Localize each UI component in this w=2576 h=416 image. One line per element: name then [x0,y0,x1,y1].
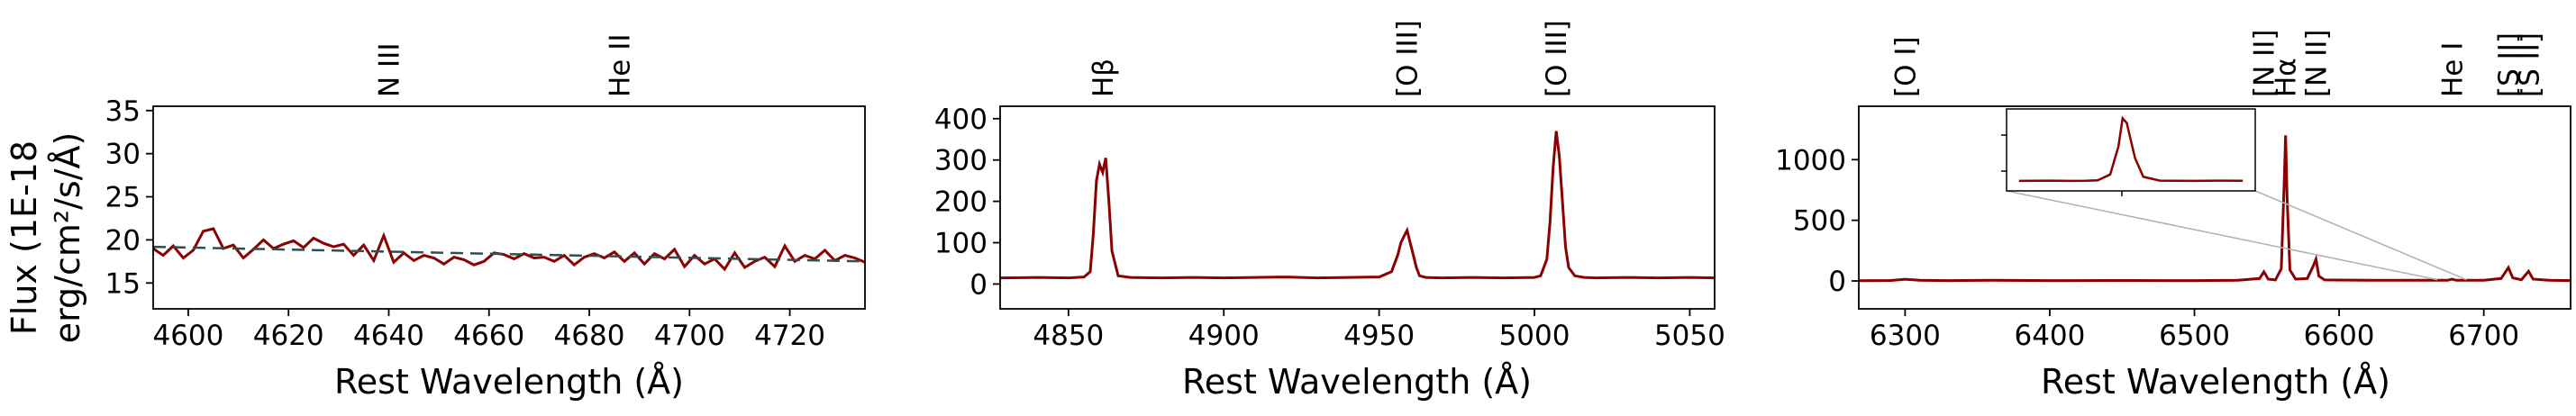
emission-line-label-6: [S II] [2493,32,2526,97]
x-tick-label-6400: 6400 [2014,320,2085,352]
series-line-1 [1000,131,1715,280]
x-tick-label-6500: 6500 [2159,320,2230,352]
series-line-2 [153,245,865,263]
y-axis-label-line2: erg/cm²/s/Å) [48,132,87,344]
inset-connector-1 [2006,190,2438,281]
x-tick-label-4700: 4700 [654,320,725,352]
emission-line-label-2: He II [604,33,636,97]
emission-line-label-1: [O I] [1889,36,1922,97]
x-tick-label-6300: 6300 [1870,320,1941,352]
y-axis-label-line1: Flux (1E-18 [5,140,44,335]
emission-line-label-1: Hβ [1088,59,1120,97]
axes-frame [999,105,1716,310]
y-tick-label-1000: 1000 [1775,144,1846,176]
x-tick-label-5050: 5050 [1654,320,1725,352]
y-tick-label-400: 400 [934,104,988,136]
emission-line-label-1: N III [374,43,406,97]
emission-line-label-2: [N II] [2249,29,2281,97]
x-tick-label-6700: 6700 [2448,320,2519,352]
x-tick-label-4680: 4680 [554,320,625,352]
x-tick-label-4950: 4950 [1343,320,1415,352]
x-tick-label-5000: 5000 [1499,320,1570,352]
series-line-1 [153,227,865,272]
series-line-1 [1859,135,2571,283]
y-tick-label-500: 500 [1793,205,1846,238]
emission-line-label-7: [S II] [2513,32,2545,97]
x-tick-label-6600: 6600 [2304,320,2375,352]
y-tick-label-100: 100 [934,228,988,260]
y-tick-label-25: 25 [105,182,141,214]
x-axis-label-panel-2: Rest Wavelength (Å) [1182,362,1532,402]
y-tick-label-200: 200 [934,186,988,219]
emission-line-label-2: [O III] [1392,20,1425,97]
y-tick-label-35: 35 [105,95,141,128]
axes-frame [1858,105,2571,310]
inset-connector-2 [2254,190,2467,281]
x-tick-label-4600: 4600 [152,320,223,352]
x-tick-label-4900: 4900 [1188,320,1260,352]
x-axis-label-panel-1: Rest Wavelength (Å) [334,362,684,402]
y-tick-label-300: 300 [934,145,988,177]
panel-nIII-heII: Rest Wavelength (Å) 4600 4620 4640 4660 4680… [105,33,866,402]
panel-hbeta-oIII: Rest Wavelength (Å) 4850 4900 4950 5000 5050… [934,20,1725,402]
emission-line-label-4: [N II] [2300,29,2333,97]
x-tick-label-4640: 4640 [353,320,424,352]
inset-line [2018,115,2244,183]
axes-frame [152,105,866,310]
y-tick-label-0: 0 [969,268,988,301]
inset-frame [2006,108,2256,192]
panel-halpha-nII-sII: Rest Wavelength (Å) 6300 6400 6500 6600 6700… [1775,29,2571,402]
y-tick-label-30: 30 [105,139,141,171]
x-tick-label-4620: 4620 [253,320,324,352]
y-tick-label-15: 15 [105,267,141,300]
y-tick-label-20: 20 [105,224,141,257]
emission-line-label-3: [O III] [1541,20,1573,97]
x-tick-label-4850: 4850 [1033,320,1104,352]
emission-line-label-3: Hα [2271,58,2303,97]
x-axis-label-panel-3: Rest Wavelength (Å) [2041,362,2390,402]
y-tick-label-0: 0 [1828,266,1846,298]
x-tick-label-4660: 4660 [453,320,524,352]
x-tick-label-4720: 4720 [754,320,825,352]
emission-line-label-5: He I [2436,42,2469,97]
